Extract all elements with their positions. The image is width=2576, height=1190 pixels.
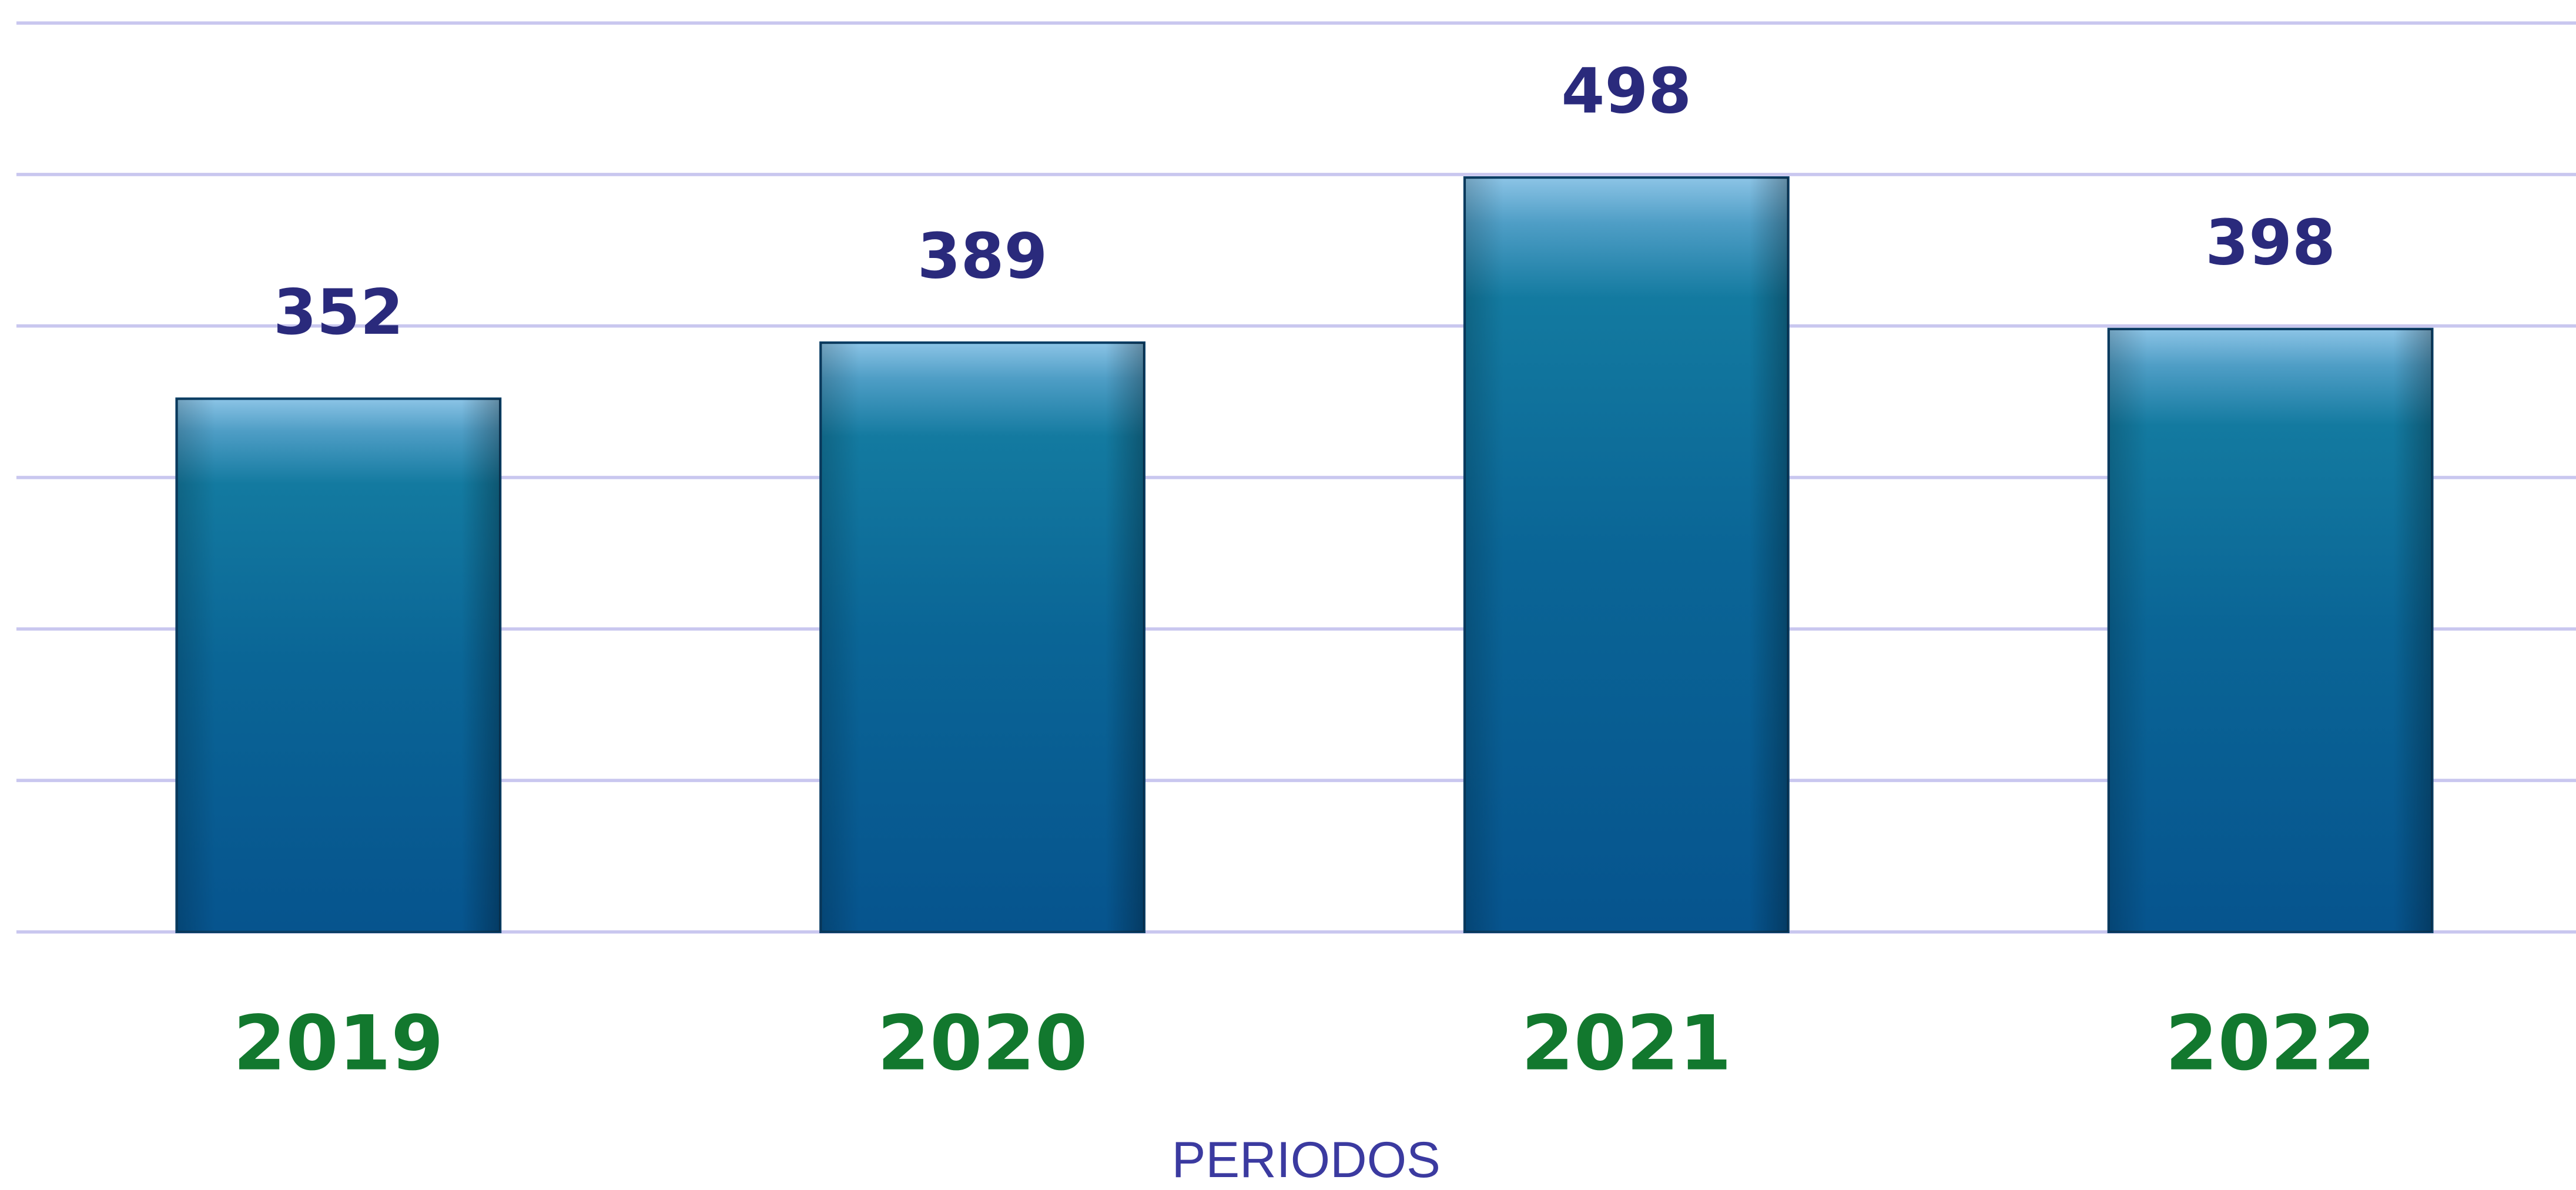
x-axis-title: PERIODOS	[1172, 1132, 1441, 1188]
x-tick-label: 2019	[233, 1000, 444, 1088]
bar-shade	[176, 398, 501, 932]
x-tick-label: 2020	[877, 1000, 1088, 1088]
value-label: 352	[273, 276, 404, 349]
bar-shade	[2108, 328, 2433, 932]
value-label: 389	[917, 220, 1048, 293]
value-label: 498	[1561, 55, 1691, 128]
bar-shade	[1464, 177, 1788, 932]
x-tick-label: 2022	[2165, 1000, 2376, 1088]
x-tick-label: 2021	[1521, 1000, 1731, 1088]
bar-shade	[820, 343, 1144, 932]
value-label: 398	[2205, 206, 2336, 279]
bars: 352 389 498 398	[175, 55, 2434, 933]
